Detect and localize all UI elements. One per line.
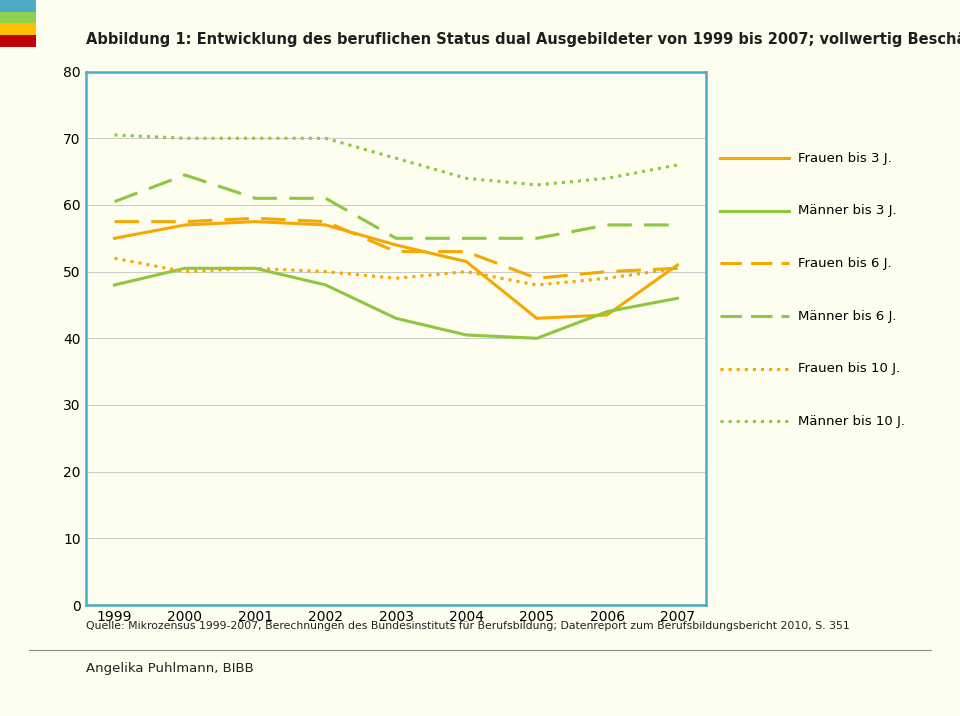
Text: Männer bis 3 J.: Männer bis 3 J. <box>798 204 897 218</box>
Text: Angelika Puhlmann, BIBB: Angelika Puhlmann, BIBB <box>86 662 254 675</box>
Text: Frauen bis 3 J.: Frauen bis 3 J. <box>798 152 892 165</box>
Text: Frauen bis 6 J.: Frauen bis 6 J. <box>798 257 892 270</box>
Text: Männer bis 10 J.: Männer bis 10 J. <box>798 415 905 428</box>
Text: Quelle: Mikrozensus 1999-2007, Berechnungen des Bundesinstituts für Berufsbildun: Quelle: Mikrozensus 1999-2007, Berechnun… <box>86 621 851 632</box>
Text: Männer bis 6 J.: Männer bis 6 J. <box>798 309 897 323</box>
Text: Frauen bis 10 J.: Frauen bis 10 J. <box>798 362 900 375</box>
Text: Abbildung 1: Entwicklung des beruflichen Status dual Ausgebildeter von 1999 bis : Abbildung 1: Entwicklung des beruflichen… <box>86 32 960 47</box>
